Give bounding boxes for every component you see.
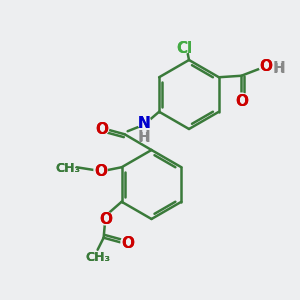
Text: H: H — [274, 62, 285, 75]
Text: N: N — [138, 116, 151, 131]
Text: O: O — [235, 94, 248, 109]
Text: O: O — [94, 164, 107, 179]
Text: Cl: Cl — [176, 40, 193, 56]
Text: O: O — [96, 122, 109, 137]
Text: CH₃: CH₃ — [85, 251, 110, 264]
Circle shape — [99, 212, 112, 225]
Text: O: O — [121, 236, 134, 251]
Text: CH₃: CH₃ — [55, 162, 80, 175]
Text: O: O — [259, 59, 272, 74]
Text: O: O — [121, 236, 134, 251]
Circle shape — [273, 60, 286, 74]
Circle shape — [137, 129, 151, 142]
Text: H: H — [139, 131, 149, 144]
Text: H: H — [274, 62, 285, 75]
Circle shape — [95, 122, 109, 135]
Circle shape — [121, 236, 134, 249]
Circle shape — [235, 93, 248, 106]
Text: O: O — [99, 212, 112, 227]
Text: N: N — [138, 116, 151, 131]
Text: H: H — [273, 61, 286, 76]
Text: CH₃: CH₃ — [55, 162, 80, 175]
Circle shape — [259, 59, 272, 72]
Text: H: H — [138, 130, 151, 145]
Text: H: H — [139, 131, 149, 144]
Circle shape — [137, 116, 151, 129]
Text: CH₃: CH₃ — [85, 251, 110, 264]
Text: O: O — [235, 94, 248, 109]
Text: O: O — [99, 212, 112, 227]
Text: O: O — [96, 122, 109, 137]
Circle shape — [94, 164, 107, 177]
Text: Cl: Cl — [176, 40, 193, 56]
Text: O: O — [94, 164, 107, 179]
Text: O: O — [259, 59, 272, 74]
Circle shape — [178, 40, 191, 53]
